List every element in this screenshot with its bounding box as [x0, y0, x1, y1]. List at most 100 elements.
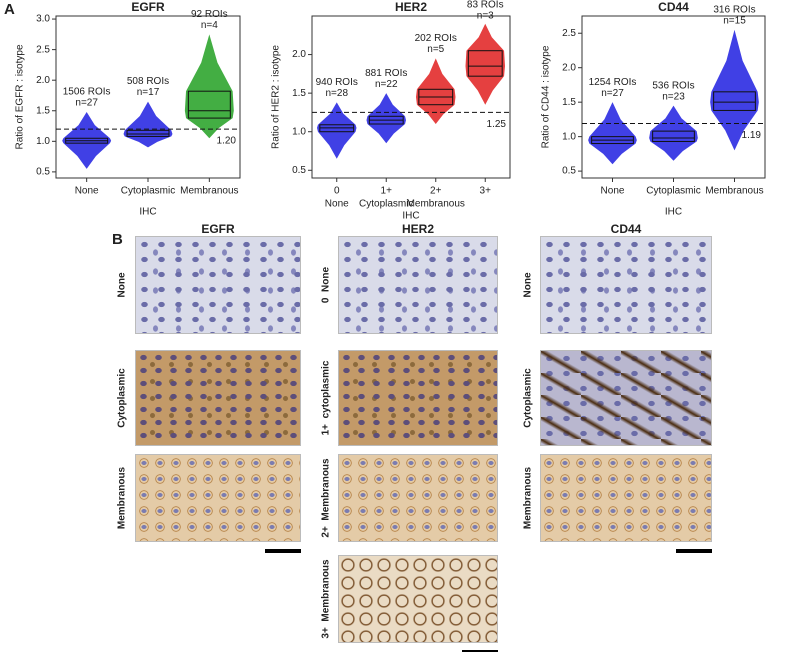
chart-title: HER2	[395, 0, 427, 14]
threshold-label: 1.19	[742, 130, 762, 141]
plot-frame	[311, 15, 511, 179]
n-label: n=27	[601, 88, 624, 99]
y-tick-label: 0.5	[36, 167, 50, 178]
n-label: n=5	[427, 44, 444, 55]
y-tick-label: 2.5	[36, 44, 50, 55]
row-label: 2+ Membranous	[321, 458, 332, 538]
rois-label: 536 ROIs	[652, 80, 694, 91]
rois-label: 1254 ROIs	[589, 77, 637, 88]
row-label: 1+ cytoplasmic	[321, 360, 332, 435]
x-tick-label: Cytoplasmic	[646, 186, 700, 197]
point-cloud	[184, 34, 234, 139]
y-axis-label: Ratio of HER2 : isotype	[271, 45, 282, 149]
histology-image	[135, 350, 301, 446]
n-label: n=4	[201, 20, 218, 31]
x-tick-label: Membranous	[705, 186, 763, 197]
x-subcategory-label: Membranous	[407, 199, 465, 210]
scale-bar	[462, 650, 498, 652]
x-tick-label: 0	[334, 186, 340, 197]
point-cloud	[649, 105, 698, 161]
box	[713, 91, 756, 111]
chart-title: EGFR	[131, 0, 165, 14]
y-tick-label: 2.0	[292, 49, 306, 60]
y-axis-label: Ratio of EGFR : isotype	[15, 44, 26, 149]
point-cloud	[123, 101, 173, 148]
row-label: None	[117, 272, 128, 297]
rois-label: 940 ROIs	[316, 77, 358, 88]
threshold-label: 1.20	[217, 136, 237, 147]
y-tick-label: 2.0	[36, 75, 50, 86]
row-label: Membranous	[117, 466, 128, 529]
scale-bar	[676, 549, 712, 553]
rois-label: 881 ROIs	[365, 68, 407, 79]
x-tick-label: 1+	[381, 186, 393, 197]
chart-title: CD44	[658, 0, 689, 14]
n-label: n=23	[662, 91, 685, 102]
y-tick-label: 2.5	[562, 28, 576, 39]
x-tick-label: Cytoplasmic	[121, 186, 175, 197]
y-tick-label: 1.5	[562, 97, 576, 108]
y-tick-label: 1.5	[292, 88, 306, 99]
y-tick-label: 0.5	[292, 165, 306, 176]
histology-image	[540, 350, 712, 446]
x-axis-label: IHC	[665, 207, 682, 218]
column-title: HER2	[402, 222, 434, 236]
y-tick-label: 1.5	[36, 105, 50, 116]
row-label: 3+ Membranous	[321, 559, 332, 639]
x-tick-label: None	[75, 186, 99, 197]
histology-image	[540, 236, 712, 334]
point-cloud	[366, 93, 407, 144]
threshold-label: 1.25	[487, 119, 507, 130]
histology-image	[338, 454, 498, 542]
histology-image	[338, 555, 498, 643]
x-subcategory-label: None	[325, 199, 349, 210]
column-title: EGFR	[201, 222, 235, 236]
row-label: None	[523, 272, 534, 297]
x-axis-label: IHC	[402, 211, 419, 222]
box	[467, 50, 503, 77]
row-label: 0 None	[321, 267, 332, 304]
box	[126, 129, 170, 137]
rois-label: 508 ROIs	[127, 76, 169, 87]
y-tick-label: 1.0	[562, 131, 576, 142]
panel-label: A	[4, 1, 15, 18]
box	[187, 90, 231, 119]
n-label: n=17	[137, 87, 160, 98]
histology-image	[338, 350, 498, 446]
column-title: CD44	[611, 222, 642, 236]
n-label: n=28	[325, 88, 348, 99]
x-tick-label: None	[601, 186, 625, 197]
y-tick-label: 1.0	[292, 126, 306, 137]
row-label: Cytoplasmic	[523, 368, 534, 428]
rois-label: 1506 ROIs	[63, 87, 111, 98]
panel-label: B	[112, 231, 123, 248]
rois-label: 92 ROIs	[191, 9, 228, 20]
x-subcategory-label: Cytoplasmic	[359, 199, 413, 210]
histology-image	[338, 236, 498, 334]
box	[652, 130, 695, 142]
scale-bar	[265, 549, 301, 553]
n-label: n=3	[477, 11, 494, 22]
n-label: n=15	[723, 15, 746, 26]
y-tick-label: 1.0	[36, 136, 50, 147]
x-axis-label: IHC	[139, 207, 156, 218]
y-tick-label: 3.0	[36, 14, 50, 25]
y-axis-label: Ratio of CD44 : isotype	[541, 45, 552, 148]
rois-label: 202 ROIs	[415, 33, 457, 44]
x-tick-label: Membranous	[180, 186, 238, 197]
y-tick-label: 0.5	[562, 166, 576, 177]
rois-label: 316 ROIs	[713, 4, 755, 15]
y-tick-label: 2.0	[562, 62, 576, 73]
row-label: Membranous	[523, 466, 534, 529]
point-cloud	[588, 102, 637, 165]
rois-label: 83 ROIs	[467, 0, 504, 11]
row-label: Cytoplasmic	[117, 368, 128, 428]
histology-image	[540, 454, 712, 542]
histology-image	[135, 236, 301, 334]
point-cloud	[415, 58, 456, 124]
n-label: n=22	[375, 79, 398, 90]
point-cloud	[316, 102, 357, 159]
n-label: n=27	[75, 98, 98, 109]
